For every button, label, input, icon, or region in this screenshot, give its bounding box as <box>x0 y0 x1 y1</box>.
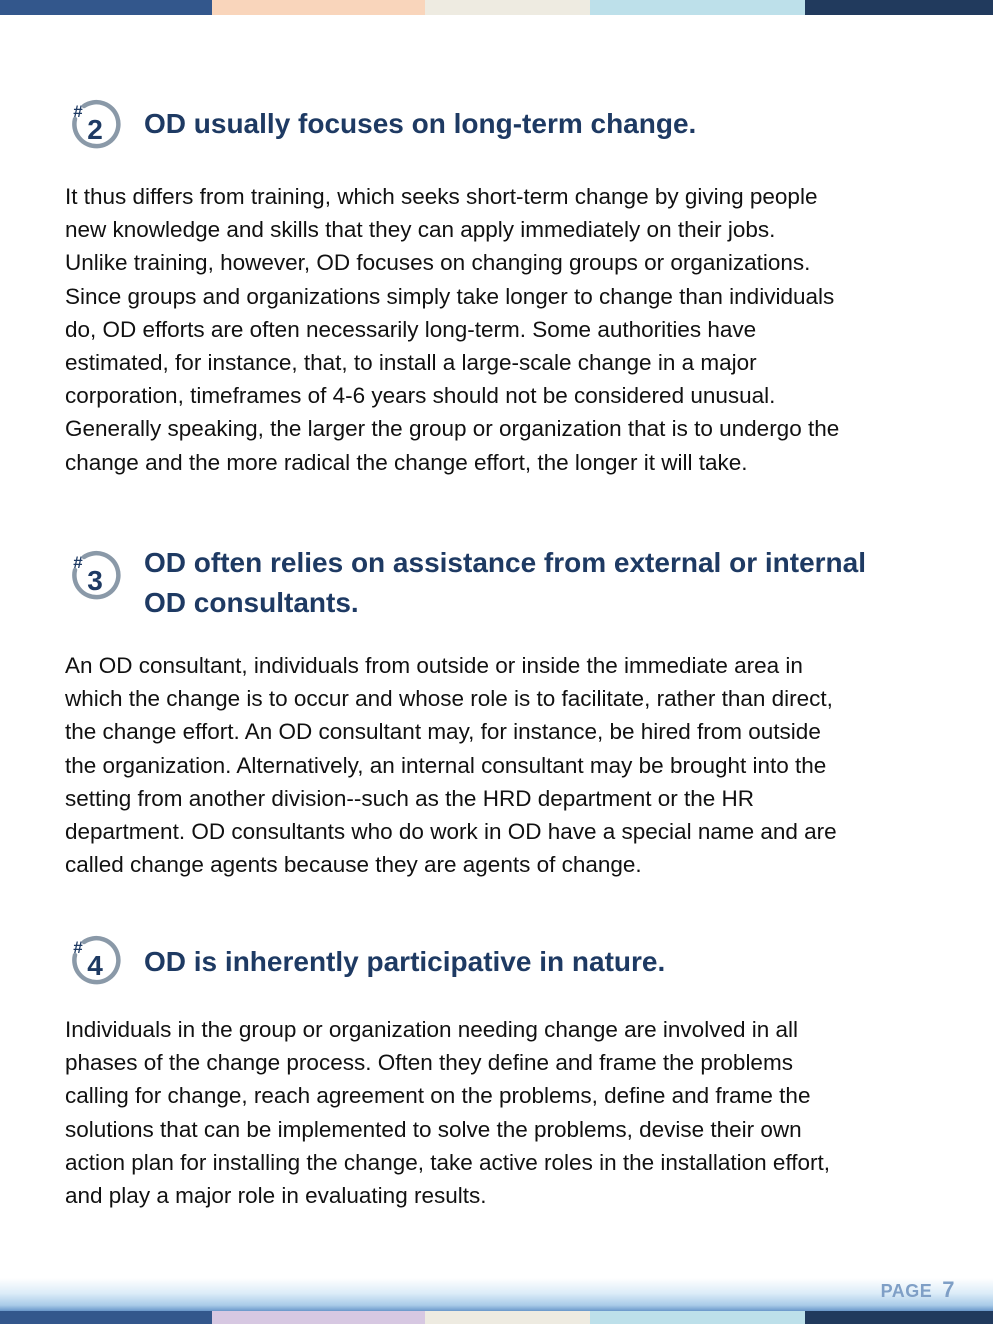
number-4-badge-icon: # 4 <box>72 936 121 985</box>
page-label: PAGE <box>880 1281 933 1301</box>
stripe-segment-darknavy <box>805 0 993 15</box>
section-body: Individuals in the group or organization… <box>65 1017 831 1209</box>
stripe-segment-navy <box>0 0 212 15</box>
bottom-color-stripe <box>0 1311 993 1324</box>
stripe-segment-cream <box>425 0 590 15</box>
bottom-gradient-band <box>0 1278 993 1312</box>
number-3-badge-icon: # 3 <box>72 551 121 600</box>
section-body: An OD consultant, individuals from outsi… <box>65 653 837 878</box>
stripe-segment-peach <box>212 0 425 15</box>
badge-number: 4 <box>87 950 103 981</box>
stripe-segment-darknavy <box>805 1311 993 1324</box>
stripe-segment-lightblue <box>590 0 805 15</box>
section-body: It thus differs from training, which see… <box>65 184 840 475</box>
section-heading: OD usually focuses on long-term change. <box>144 108 697 139</box>
stripe-segment-cream <box>425 1311 590 1324</box>
badge-number: 2 <box>87 114 103 145</box>
badge-hash: # <box>73 102 83 121</box>
stripe-segment-navy <box>0 1311 212 1324</box>
section-heading: OD often relies on assistance from exter… <box>144 547 866 618</box>
badge-number: 3 <box>87 565 103 596</box>
badge-hash: # <box>73 553 83 572</box>
stripe-segment-lavender <box>212 1311 425 1324</box>
stripe-segment-lightblue <box>590 1311 805 1324</box>
badge-hash: # <box>73 938 83 957</box>
number-2-badge-icon: # 2 <box>72 100 121 149</box>
page-number: 7 <box>942 1277 955 1302</box>
page-footer: PAGE 7 <box>881 1277 955 1303</box>
section-heading: OD is inherently participative in nature… <box>144 946 666 977</box>
top-color-stripe <box>0 0 993 15</box>
